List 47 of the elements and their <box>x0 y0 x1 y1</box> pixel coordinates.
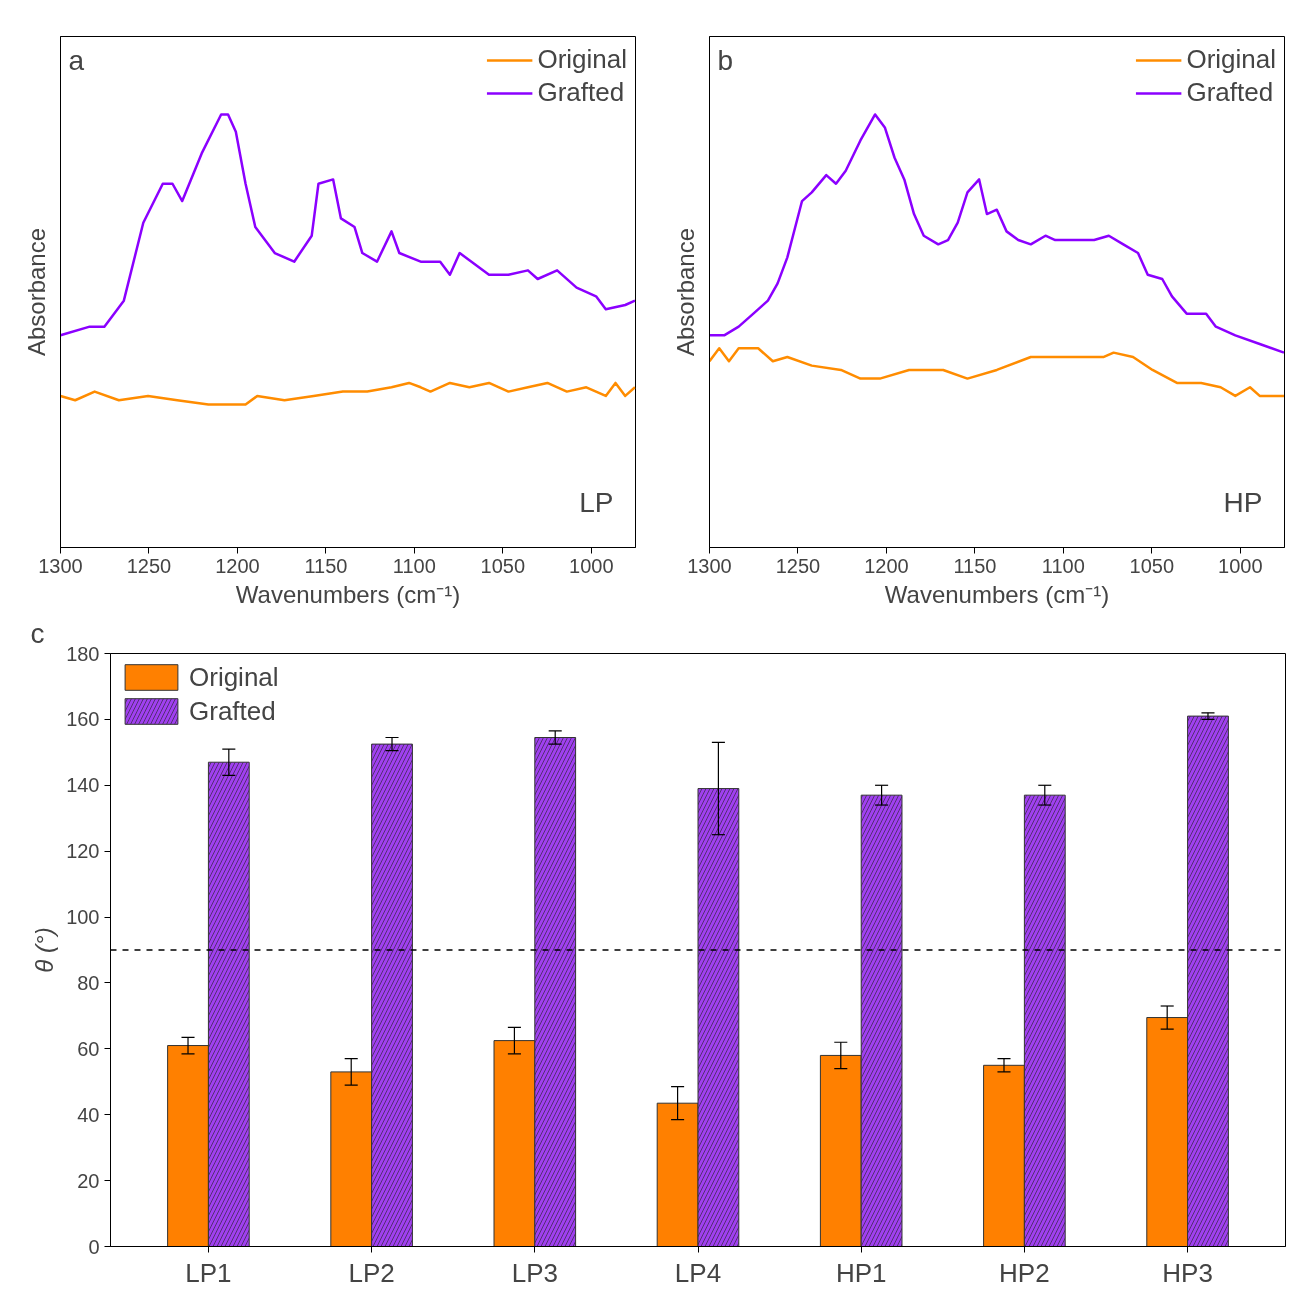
annotation: LP <box>579 486 614 518</box>
x-tick-label: 1300 <box>38 554 83 577</box>
y-tick-label: 40 <box>77 1103 100 1126</box>
y-tick-label: 100 <box>66 906 100 929</box>
x-tick-label: HP3 <box>1162 1257 1213 1288</box>
y-tick-label: 60 <box>77 1037 100 1060</box>
text: b <box>717 44 734 76</box>
y-axis-title: Absorbance <box>671 227 699 357</box>
x-tick-label: 1150 <box>953 554 997 577</box>
legend-label: Grafted <box>537 77 625 108</box>
x-tick-label: 1000 <box>569 554 614 577</box>
x-tick-label: LP4 <box>674 1257 722 1288</box>
y-tick-label: 180 <box>66 642 100 665</box>
x-tick-label: 1200 <box>215 554 260 577</box>
annotation: HP <box>1223 486 1263 518</box>
y-axis-title: θ (°) <box>31 927 59 973</box>
y-tick-label: 160 <box>66 708 100 731</box>
y-tick-label: 140 <box>66 774 100 797</box>
x-tick-label: 1250 <box>126 554 172 577</box>
x-axis-title: Wavenumbers (cm⁻¹) <box>884 580 1110 608</box>
x-tick-label: 1100 <box>1041 554 1085 577</box>
x-tick-label: 1200 <box>864 554 909 577</box>
x-tick-label: 1250 <box>775 554 821 577</box>
x-tick-label: 1300 <box>687 554 732 577</box>
x-tick-label: 1050 <box>1129 554 1175 577</box>
legend-label: Original <box>189 661 279 693</box>
y-tick-label: 0 <box>88 1235 100 1258</box>
text: a <box>68 44 85 76</box>
x-tick-label: 1100 <box>392 554 436 577</box>
x-tick-label: HP2 <box>999 1257 1050 1288</box>
text: c <box>30 617 45 649</box>
x-tick-label: HP1 <box>835 1257 887 1288</box>
x-axis-title: Wavenumbers (cm⁻¹) <box>235 580 461 608</box>
y-axis-title: Absorbance <box>22 227 50 357</box>
legend-label: Grafted <box>1186 77 1274 108</box>
x-tick-label: LP2 <box>348 1257 395 1288</box>
legend-label: Original <box>1186 44 1276 75</box>
x-tick-label: 1000 <box>1218 554 1263 577</box>
y-tick-label: 80 <box>77 971 100 994</box>
y-tick-label: 20 <box>77 1169 100 1192</box>
x-tick-label: LP1 <box>185 1257 232 1288</box>
legend-label: Grafted <box>189 695 276 727</box>
x-tick-label: 1150 <box>304 554 348 577</box>
y-tick-label: 120 <box>66 840 100 863</box>
legend-label: Original <box>537 44 627 75</box>
x-tick-label: 1050 <box>480 554 526 577</box>
x-tick-label: LP3 <box>511 1257 558 1288</box>
